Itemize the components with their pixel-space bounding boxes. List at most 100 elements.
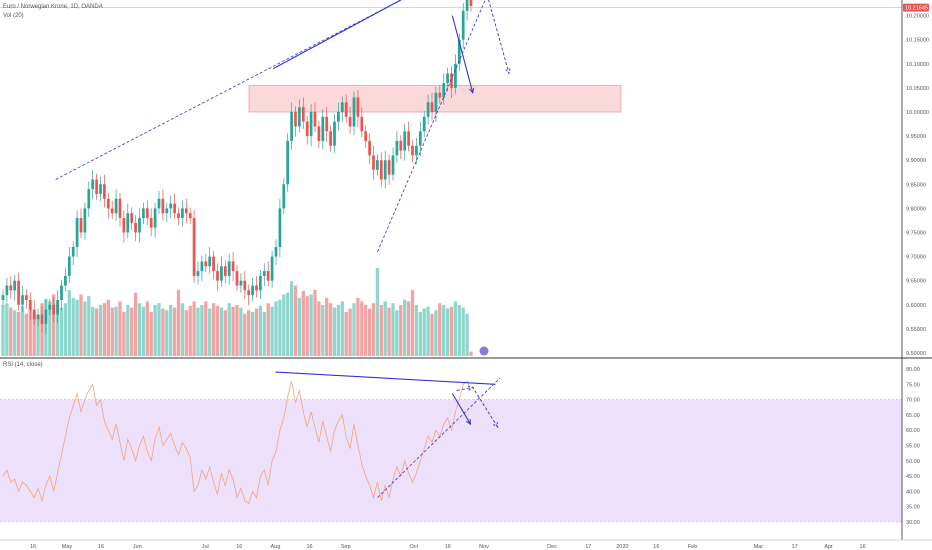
candle[interactable]: [157, 198, 161, 209]
candle[interactable]: [469, 0, 473, 6]
candle[interactable]: [208, 256, 212, 267]
candle[interactable]: [177, 213, 180, 219]
rsi-line[interactable]: [2, 380, 472, 505]
candle[interactable]: [173, 203, 176, 214]
candle[interactable]: [212, 256, 215, 272]
candle[interactable]: [434, 92, 438, 112]
candle[interactable]: [36, 314, 40, 320]
candle[interactable]: [13, 280, 17, 291]
candle[interactable]: [21, 295, 24, 305]
candle[interactable]: [223, 266, 227, 276]
candle[interactable]: [360, 116, 364, 132]
candle[interactable]: [67, 256, 71, 276]
candle[interactable]: [145, 208, 149, 219]
candle[interactable]: [340, 102, 344, 112]
rsi-pane[interactable]: [0, 371, 902, 523]
candle[interactable]: [368, 140, 371, 156]
candle[interactable]: [329, 131, 332, 146]
candle[interactable]: [56, 299, 59, 315]
candle[interactable]: [415, 145, 418, 156]
candle[interactable]: [325, 116, 329, 132]
price-trend-line[interactable]: [55, 0, 473, 180]
candle[interactable]: [196, 271, 200, 276]
candle[interactable]: [251, 285, 254, 296]
candle[interactable]: [364, 131, 368, 141]
candle[interactable]: [348, 116, 352, 127]
candle[interactable]: [138, 218, 141, 233]
candle[interactable]: [99, 184, 102, 194]
candle[interactable]: [395, 140, 399, 156]
candle[interactable]: [438, 92, 442, 98]
candle[interactable]: [344, 102, 348, 117]
candle[interactable]: [450, 73, 453, 88]
candle[interactable]: [372, 155, 375, 170]
candle[interactable]: [298, 107, 301, 127]
candle[interactable]: [87, 189, 91, 209]
candle[interactable]: [457, 39, 461, 64]
candle[interactable]: [161, 198, 165, 214]
candle[interactable]: [28, 299, 32, 310]
candle[interactable]: [446, 73, 449, 84]
candle[interactable]: [83, 208, 87, 233]
price-trend-line[interactable]: [377, 0, 491, 252]
candle[interactable]: [91, 179, 95, 190]
candle[interactable]: [48, 304, 52, 310]
candle[interactable]: [403, 131, 407, 151]
candle[interactable]: [142, 208, 145, 219]
candle[interactable]: [220, 266, 223, 281]
candle[interactable]: [282, 184, 286, 209]
candle[interactable]: [122, 218, 126, 233]
price-arrow[interactable]: [451, 15, 474, 93]
candle[interactable]: [200, 261, 204, 272]
price-trend-line[interactable]: [273, 0, 461, 70]
candle[interactable]: [231, 261, 235, 272]
candle[interactable]: [126, 213, 130, 233]
candle[interactable]: [286, 140, 290, 185]
price-projection-path[interactable]: [457, 0, 510, 74]
candle[interactable]: [442, 83, 446, 98]
candle[interactable]: [60, 285, 63, 300]
candle[interactable]: [114, 198, 118, 214]
candle[interactable]: [337, 112, 340, 122]
candle[interactable]: [44, 309, 48, 325]
candle[interactable]: [465, 0, 469, 11]
candle[interactable]: [309, 112, 313, 137]
candle[interactable]: [247, 290, 251, 296]
candle[interactable]: [17, 280, 20, 305]
candle[interactable]: [376, 160, 379, 170]
candle[interactable]: [422, 116, 426, 132]
candle[interactable]: [243, 280, 247, 291]
candle[interactable]: [407, 131, 410, 146]
candle[interactable]: [52, 304, 56, 315]
candle[interactable]: [356, 97, 360, 117]
candle[interactable]: [391, 155, 395, 175]
candle[interactable]: [79, 218, 83, 233]
candle[interactable]: [95, 179, 98, 194]
candle[interactable]: [379, 160, 383, 180]
candle[interactable]: [426, 102, 430, 117]
candle[interactable]: [204, 261, 208, 267]
candle[interactable]: [418, 131, 422, 146]
candle[interactable]: [305, 121, 309, 137]
candle[interactable]: [32, 309, 36, 320]
candle[interactable]: [259, 275, 262, 291]
candle[interactable]: [188, 213, 192, 219]
candle[interactable]: [454, 63, 457, 88]
candle[interactable]: [1, 295, 5, 300]
candle[interactable]: [274, 246, 278, 257]
rsi-arrow[interactable]: [451, 393, 471, 425]
candle[interactable]: [399, 140, 403, 151]
candle[interactable]: [411, 145, 414, 156]
candle[interactable]: [239, 280, 243, 286]
candle[interactable]: [153, 208, 157, 228]
candle[interactable]: [40, 314, 44, 325]
candle[interactable]: [149, 218, 153, 228]
candle[interactable]: [262, 271, 266, 276]
candle[interactable]: [352, 97, 356, 127]
candle[interactable]: [321, 116, 325, 141]
candle[interactable]: [294, 112, 297, 127]
candle[interactable]: [75, 218, 79, 247]
candle[interactable]: [430, 102, 434, 112]
candle[interactable]: [192, 218, 196, 276]
